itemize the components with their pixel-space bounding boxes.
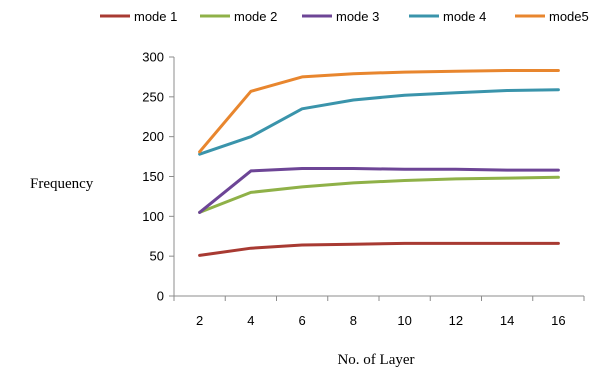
legend-label: mode 1 [134,9,177,24]
x-tick-label: 6 [299,313,306,328]
series-lines [198,69,560,257]
y-tick-label: 300 [142,50,164,65]
legend-item: mode 2 [200,9,277,24]
legend-label: mode 2 [234,9,277,24]
x-tick-label: 10 [397,313,411,328]
legend-item: mode 3 [302,9,379,24]
legend-label: mode5 [549,9,589,24]
y-tick-label: 250 [142,89,164,104]
x-tick-label: 8 [350,313,357,328]
legend-label: mode 3 [336,9,379,24]
legend-label: mode 4 [443,9,486,24]
x-tick-label: 16 [551,313,565,328]
series-line-2 [198,175,560,214]
y-tick-label: 0 [157,289,164,304]
legend: mode 1 mode 2 mode 3 mode 4 mode5 [100,9,589,24]
x-axis: 2 4 6 8 10 12 14 16 [173,295,585,328]
y-tick-label: 100 [142,209,164,224]
legend-item: mode 4 [409,9,486,24]
legend-item: mode 1 [100,9,177,24]
x-axis-title: No. of Layer [337,352,414,368]
y-axis: 0 50 100 150 200 250 300 [142,50,175,304]
y-axis-title: Frequency [30,176,94,192]
y-tick-label: 50 [150,249,164,264]
x-tick-label: 14 [500,313,514,328]
series-line-4 [198,88,560,156]
y-tick-label: 150 [142,169,164,184]
series-line-1 [198,241,560,257]
x-tick-label: 12 [449,313,463,328]
y-tick-label: 200 [142,129,164,144]
x-tick-label: 4 [247,313,254,328]
series-line-3 [198,167,560,214]
legend-item: mode5 [515,9,589,24]
x-tick-label: 2 [196,313,203,328]
series-line-5 [198,69,560,154]
